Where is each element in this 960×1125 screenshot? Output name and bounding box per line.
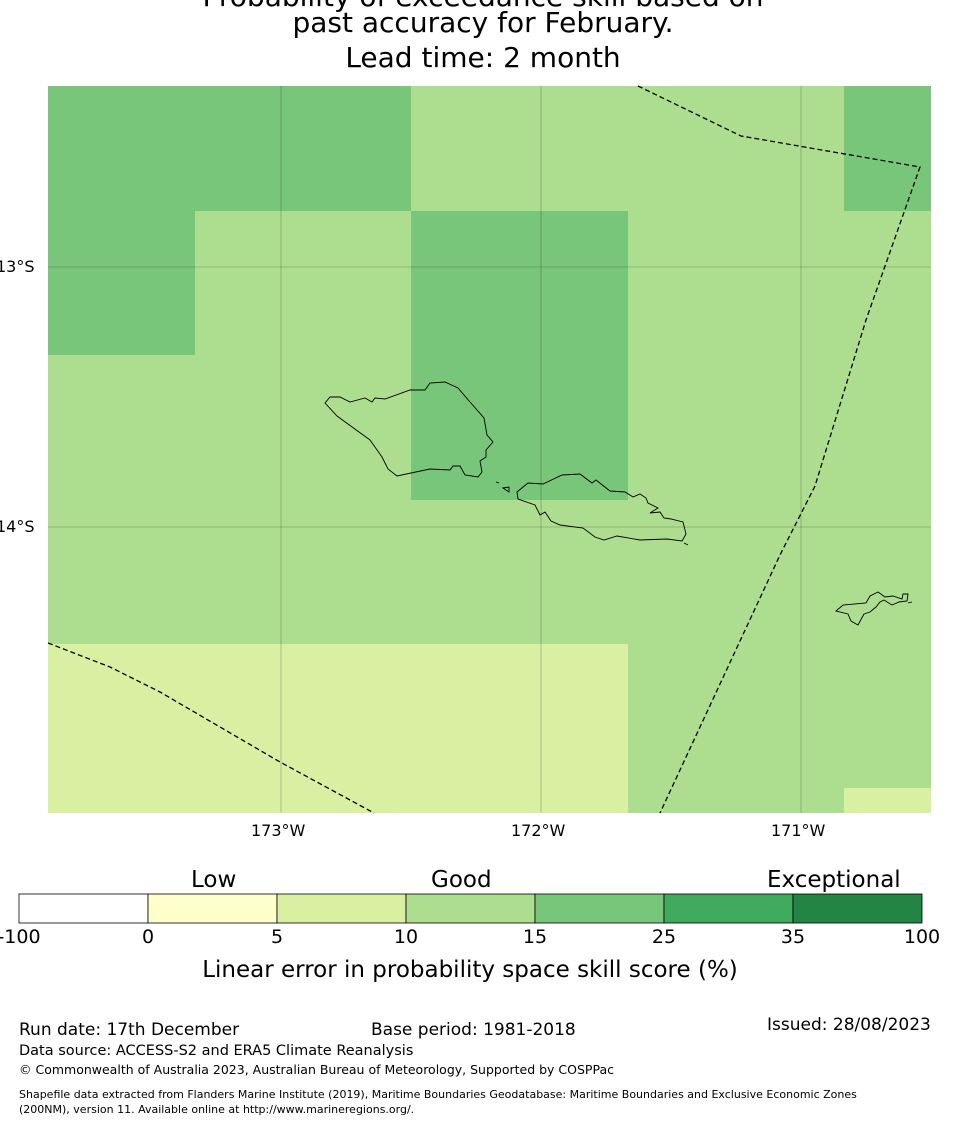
upolu-island <box>516 473 687 542</box>
data-source: Data source: ACCESS-S2 and ERA5 Climate … <box>19 1043 414 1059</box>
colorbar-label-low: Low <box>191 867 237 893</box>
run-date: Run date: 17th December <box>19 1020 240 1040</box>
manono-island <box>501 486 510 493</box>
tutuila-island <box>835 591 909 626</box>
colorbar-segment <box>792 893 923 924</box>
skill-cell <box>411 355 628 500</box>
skill-cell <box>195 355 411 500</box>
skill-cell <box>411 644 628 788</box>
colorbar-axis-label: Linear error in probability space skill … <box>202 957 738 983</box>
apolima-island <box>495 481 500 484</box>
skill-cell <box>844 86 931 211</box>
skill-cell <box>411 211 628 355</box>
skill-cell <box>628 86 844 211</box>
skill-cell <box>844 644 931 788</box>
skill-cell <box>195 211 411 355</box>
skill-cell <box>48 86 195 211</box>
issued-date: Issued: 28/08/2023 <box>767 1015 931 1035</box>
lon-label-171w: 171°W <box>771 821 826 840</box>
colorbar-tick-label: 15 <box>522 926 548 948</box>
skill-cell <box>844 211 931 355</box>
colorbar-tick-label: 35 <box>780 926 806 948</box>
base-period: Base period: 1981-2018 <box>371 1020 576 1040</box>
skill-cell <box>628 500 844 644</box>
skill-cell <box>48 500 195 644</box>
lon-label-173w: 173°W <box>251 821 306 840</box>
copyright: © Commonwealth of Australia 2023, Austra… <box>19 1062 614 1077</box>
skill-cell <box>195 788 411 813</box>
lat-label-14s: 14°S <box>0 517 35 536</box>
colorbar-tick-label: 0 <box>141 926 155 948</box>
skill-cell <box>844 355 931 500</box>
eez-boundary-east <box>637 85 921 814</box>
map-plot <box>47 85 931 814</box>
skill-cell <box>195 500 411 644</box>
colorbar-tick-label: 10 <box>393 926 419 948</box>
skill-cell <box>48 211 195 355</box>
skill-cell <box>628 788 844 813</box>
skill-cell <box>844 788 931 813</box>
lat-label-13s: 13°S <box>0 257 35 276</box>
savaii-island <box>324 381 494 478</box>
eez-boundary-southwest <box>47 642 375 814</box>
skill-cell <box>48 788 195 813</box>
coastlines <box>324 381 913 626</box>
colorbar-tick-label: 25 <box>651 926 677 948</box>
colorbar-tick-label: 100 <box>903 926 941 948</box>
graticule <box>48 86 931 813</box>
skill-cell <box>411 788 628 813</box>
colorbar-segment <box>534 893 665 924</box>
colorbar-segment <box>18 893 149 924</box>
shapefile-credit-1: Shapefile data extracted from Flanders M… <box>19 1088 857 1101</box>
colorbar-tick-label: -100 <box>0 926 41 948</box>
skill-cell <box>844 500 931 644</box>
colorbar-label-exceptional: Exceptional <box>767 867 901 893</box>
title-line-0: Probability of exceedance skill based on <box>0 0 960 14</box>
skill-cell <box>195 86 411 211</box>
colorbar-segment <box>276 893 407 924</box>
shapefile-credit-2: (200NM), version 11. Available online at… <box>19 1103 415 1116</box>
title-line-2: Lead time: 2 month <box>345 41 621 74</box>
colorbar-segment <box>405 893 536 924</box>
colorbar-tick-label: 5 <box>270 926 284 948</box>
skill-cell <box>411 86 628 211</box>
skill-cell <box>48 355 195 500</box>
skill-cell <box>628 644 844 788</box>
aunuu-islet <box>907 601 913 604</box>
colorbar-segment <box>147 893 278 924</box>
skill-cell <box>411 500 628 644</box>
colorbar-label-good: Good <box>431 867 492 893</box>
colorbar-segment <box>663 893 794 924</box>
title-line-1: past accuracy for February. <box>292 6 674 39</box>
skill-cell <box>48 644 195 788</box>
eez-boundaries <box>47 85 921 814</box>
colorbar <box>18 893 923 924</box>
small-islet <box>683 542 689 546</box>
skill-cell <box>628 211 844 355</box>
lon-label-172w: 172°W <box>511 821 566 840</box>
skill-cell <box>195 644 411 788</box>
skill-cell <box>628 355 844 500</box>
